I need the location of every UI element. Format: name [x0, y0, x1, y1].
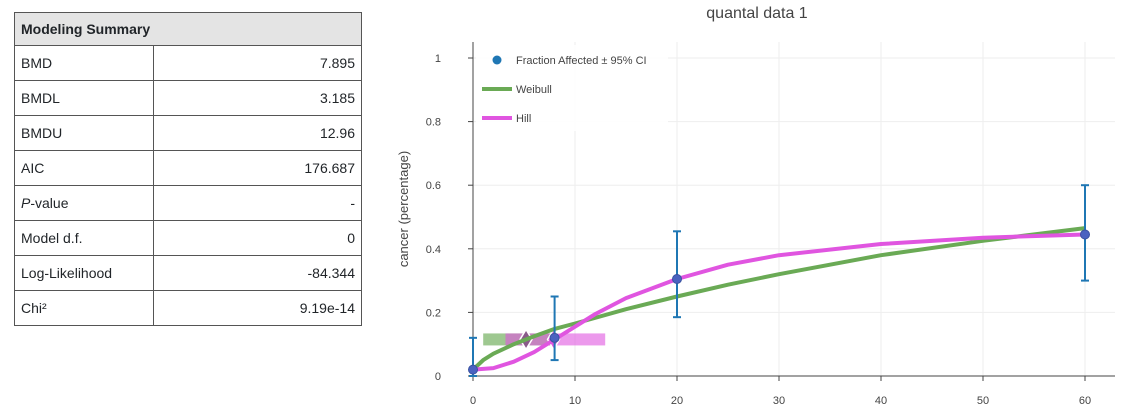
- summary-row-chi2: Chi² 9.19e-14: [14, 290, 362, 326]
- x-tick-label: 30: [773, 395, 785, 407]
- summary-label: Log-Likelihood: [14, 255, 154, 291]
- x-tick-label: 10: [569, 395, 581, 407]
- summary-value: 3.185: [153, 80, 362, 116]
- summary-value: 7.895: [153, 45, 362, 81]
- data-point[interactable]: [1080, 229, 1090, 240]
- x-tick-label: 20: [671, 395, 683, 407]
- summary-row-bmdu: BMDU 12.96: [14, 115, 362, 151]
- summary-row-aic: AIC 176.687: [14, 150, 362, 186]
- y-tick-label: 0.2: [426, 307, 441, 319]
- data-point[interactable]: [468, 364, 478, 375]
- summary-value: 12.96: [153, 115, 362, 151]
- weibull-curve[interactable]: [471, 226, 1086, 372]
- y-tick-label: 1: [435, 53, 441, 65]
- chart-title: quantal data 1: [706, 5, 808, 22]
- y-tick-label: 0: [435, 371, 441, 383]
- summary-label: Chi²: [14, 290, 154, 326]
- summary-row-loglik: Log-Likelihood -84.344: [14, 255, 362, 291]
- summary-title: Modeling Summary: [14, 12, 362, 46]
- p-rest: -value: [30, 195, 69, 211]
- y-axis-label: cancer (percentage): [396, 151, 411, 267]
- summary-row-bmd: BMD 7.895: [14, 45, 362, 81]
- y-tick-label: 0.8: [426, 117, 441, 129]
- legend-marker-points: [492, 55, 502, 65]
- hill-curve[interactable]: [472, 232, 1086, 372]
- x-tick-label: 40: [875, 395, 887, 407]
- summary-label: P-value: [14, 185, 154, 221]
- legend-label-hill: Hill: [516, 113, 531, 125]
- summary-value: 176.687: [153, 150, 362, 186]
- summary-label: Model d.f.: [14, 220, 154, 256]
- modeling-summary-table: Modeling Summary BMD 7.895 BMDL 3.185 BM…: [14, 12, 362, 326]
- summary-label: BMD: [14, 45, 154, 81]
- summary-header-row: Modeling Summary: [14, 12, 362, 46]
- x-tick-label: 0: [470, 395, 476, 407]
- x-tick-label: 60: [1079, 395, 1091, 407]
- data-point[interactable]: [672, 274, 682, 285]
- y-tick-label: 0.4: [426, 244, 441, 256]
- p-italic: P: [21, 195, 31, 211]
- summary-label: BMDU: [14, 115, 154, 151]
- legend-label-points: Fraction Affected ± 95% CI: [516, 55, 647, 67]
- summary-value: -84.344: [153, 255, 362, 291]
- summary-value: 0: [153, 220, 362, 256]
- data-point[interactable]: [549, 332, 560, 343]
- summary-value: 9.19e-14: [153, 290, 362, 326]
- x-tick-label: 50: [977, 395, 989, 407]
- summary-row-df: Model d.f. 0: [14, 220, 362, 256]
- legend-label-weibull: Weibull: [516, 84, 552, 96]
- y-tick-label: 0.6: [426, 180, 441, 192]
